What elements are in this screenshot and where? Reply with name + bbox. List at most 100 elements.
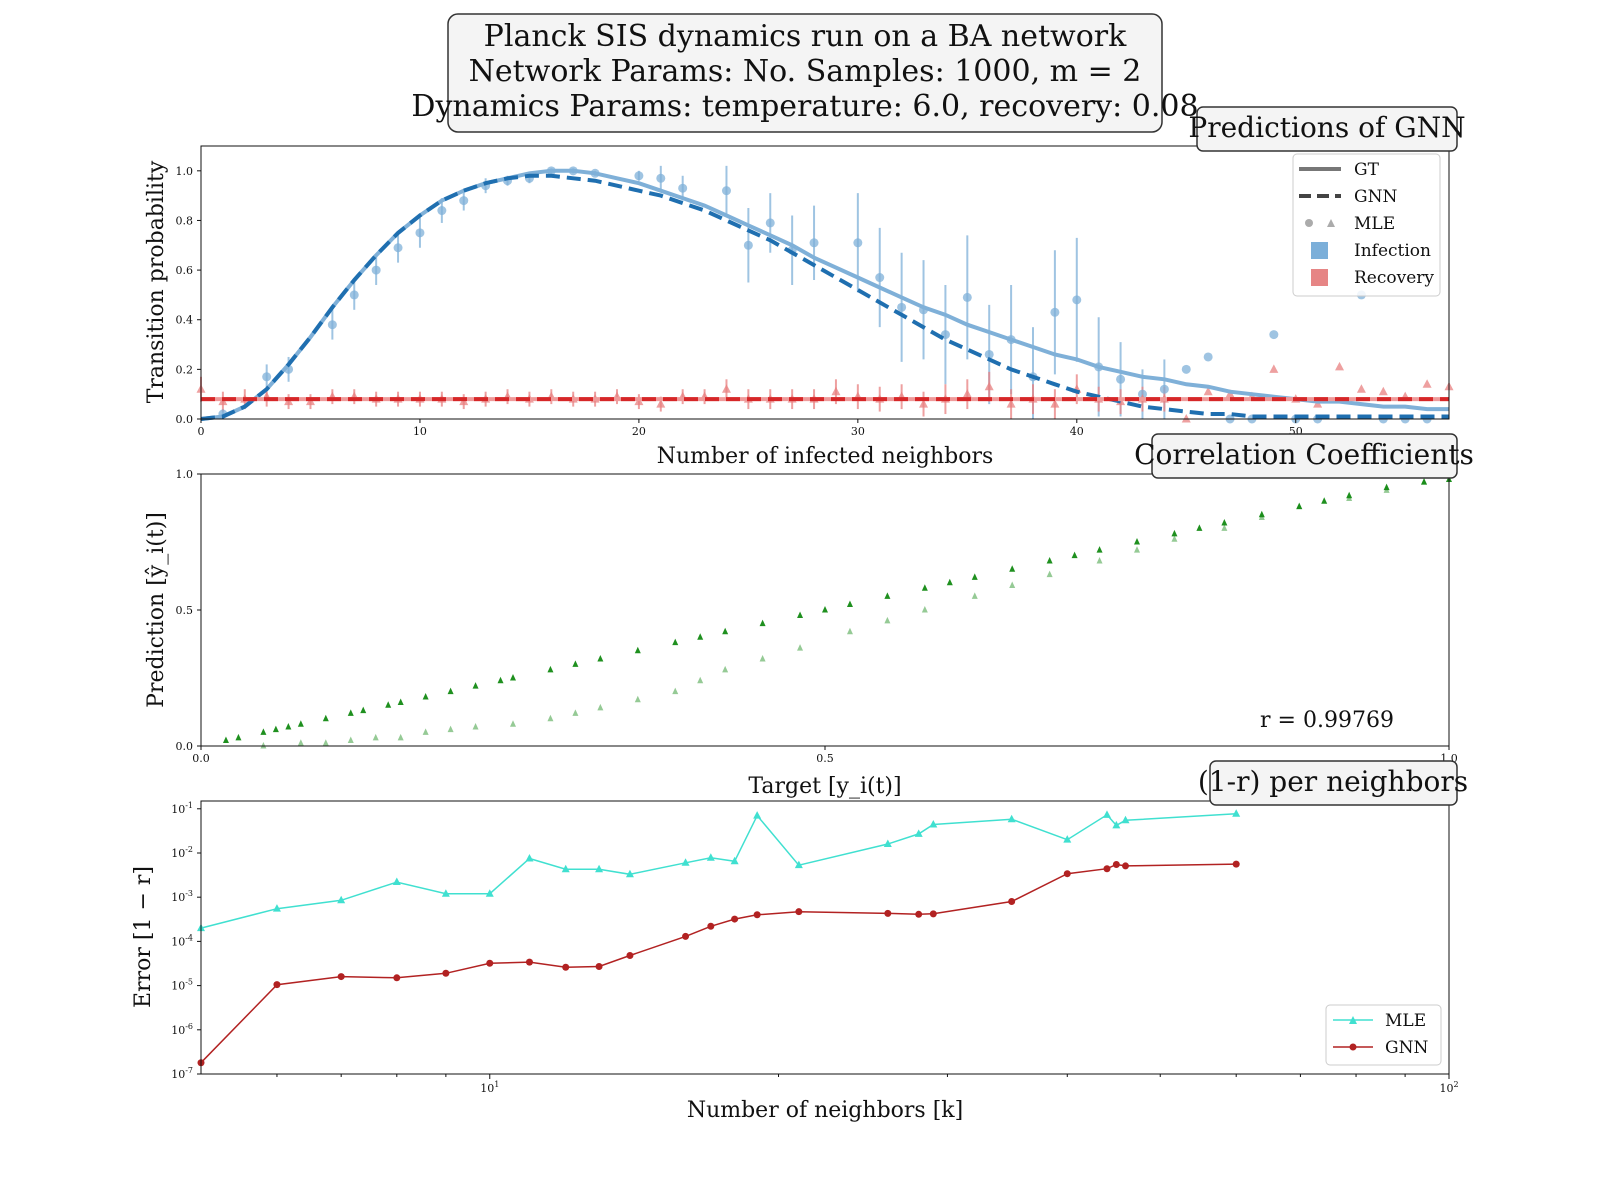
mle-infection-point [1181,364,1191,374]
mle-infection-point [656,173,666,183]
mle-error-point [1112,820,1121,829]
mle-recovery-point [1335,361,1345,371]
mle-infection-point [1072,295,1082,305]
mle-error-point [272,904,281,912]
suptitle-line-1: Planck SIS dynamics run on a BA network [484,19,1127,54]
y-tick-label: 10-7 [171,1066,193,1081]
mle-infection-point [962,292,972,302]
correlation-point-infection [272,725,279,733]
correlation-point-infection [297,720,304,727]
mle-error-point [392,877,401,886]
correlation-point-infection [235,733,242,741]
y-tick-label: 0.6 [176,264,194,277]
gnn-error-point [753,911,761,919]
mle-infection-point [349,290,359,300]
suptitle-line-3: Dynamics Params: temperature: 6.0, recov… [411,89,1198,124]
error-ticks: 101 102 10-7 10-6 10-5 10-4 10-3 10-2 10-1 [171,801,1458,1095]
correlation-point-infection [447,687,454,695]
mle-infection-point [1203,352,1213,362]
mle-recovery-point [962,389,972,398]
mle-infection-point [721,186,731,196]
gnn-error-point [273,981,281,989]
gnn-error-point [595,963,603,971]
mle-error-point [1063,835,1072,843]
mle-infection-point [809,238,819,248]
mle-infection-point [984,349,994,359]
suptitle: Planck SIS dynamics run on a BA network … [411,13,1199,133]
mle-error-point [1007,814,1016,823]
error-lines [197,809,1241,1067]
legend-frame [1292,153,1441,297]
gnn-error-point [1063,870,1071,878]
correlation-title: Correlation Coefficients [1134,438,1474,471]
correlation-point-infection [497,676,504,684]
mle-error-point [730,856,739,865]
mle-infection-point [1116,374,1126,384]
correlation-point-infection [347,709,354,716]
correlation-point-infection [846,600,853,608]
correlation-point-infection [1134,538,1140,545]
mle-recovery-point [831,386,841,396]
gnn-error-point [707,922,715,930]
correlation-point-recovery [1171,535,1178,542]
correlation-point-recovery [797,644,804,651]
correlation-point-infection [1383,483,1390,491]
error-legend-mle-marker [1349,1016,1357,1024]
correlation-point-recovery [697,676,704,684]
mle-error-point [681,858,690,866]
correlation-point-recovery [1221,524,1228,531]
mle-infection-point [634,171,644,181]
y-tick-label: 1.0 [176,165,194,178]
correlation-point-infection [1071,551,1078,559]
mle-infection-point [897,302,907,312]
mle-error-point [1232,809,1241,817]
mle-infection-point [371,265,381,275]
correlation-point-infection [1421,478,1428,485]
mle-recovery-point [1378,386,1388,396]
gnn-error-point [626,951,634,959]
mle-infection-point [853,238,863,248]
legend-gnn-label: GNN [1354,187,1397,207]
mle-recovery-point [656,399,666,408]
gnn-error-point [337,973,345,981]
error-panel: 101 102 10-7 10-6 10-5 10-4 10-3 10-2 10-1 Numbe… [131,760,1468,1123]
mle-recovery-point [1269,364,1279,373]
mle-recovery-point [919,399,929,408]
correlation-point-infection [1196,524,1203,531]
gnn-error-point [915,910,923,918]
correlation-point-recovery [372,733,379,741]
correlation-point-recovery [1046,570,1053,578]
correlation-point-infection [1096,546,1103,553]
legend-mle-circle-swatch [1305,219,1313,227]
mle-markers [196,166,1454,424]
correlation-point-recovery [510,720,516,727]
correlation-point-infection [385,701,392,708]
y-tick-label: 10-6 [171,1022,193,1037]
gnn-error-point [929,910,937,918]
correlation-point-recovery [1134,546,1140,553]
correlation-point-recovery [472,722,479,730]
mle-infection-point [1159,384,1169,394]
gnn-error-point [1112,860,1120,868]
predictions-panel: 0 10 20 30 40 500.00.20.40.60.81.0 Number of … [144,106,1466,469]
gnn-error-point [442,969,450,977]
correlation-title-box [1151,433,1458,479]
mle-recovery-point [1203,386,1213,396]
mle-infection-point [415,228,425,238]
legend-recovery-label: Recovery [1354,268,1434,288]
correlation-point-recovery [971,592,978,599]
predictions-ticks: 0 10 20 30 40 500.00.20.40.60.81.0 [176,165,1303,438]
correlation-point-recovery [846,627,853,635]
gnn-error-point [1008,897,1016,905]
correlation-point-infection [759,619,766,627]
correlation-point-infection [222,736,229,744]
legend-mle-label: MLE [1354,214,1395,234]
mle-error-point [485,889,494,897]
gnn-error-point [525,958,533,966]
mle-error-point [929,820,938,828]
gt-infection-line [200,168,1449,421]
x-tick-label: 0.0 [192,752,210,765]
gnn-error-point [1232,860,1240,868]
correlation-xlabel: Target [y_i(t)] [748,774,901,799]
correlation-point-infection [1321,497,1328,504]
